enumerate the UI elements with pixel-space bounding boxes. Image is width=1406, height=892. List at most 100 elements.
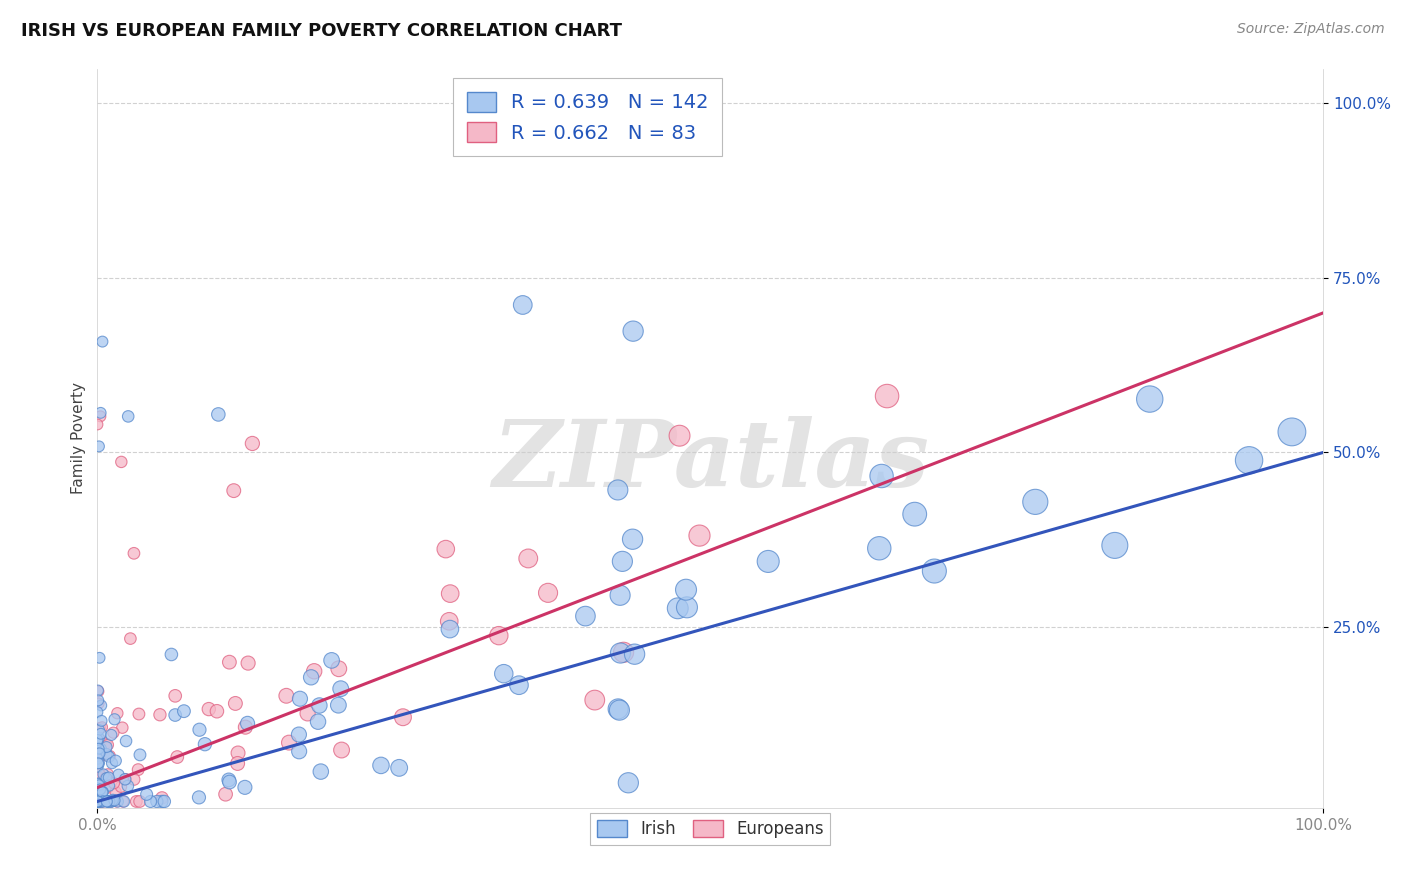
Point — [924, 564, 946, 578]
Point — [150, 790, 173, 805]
Text: Source: ZipAtlas.com: Source: ZipAtlas.com — [1237, 22, 1385, 37]
Point — [93, 747, 115, 761]
Point — [87, 795, 110, 809]
Point — [100, 795, 122, 809]
Point — [240, 436, 263, 450]
Point — [583, 693, 606, 707]
Point — [89, 795, 111, 809]
Point — [89, 795, 111, 809]
Point — [89, 747, 111, 761]
Point — [328, 662, 350, 676]
Point — [86, 705, 108, 719]
Point — [86, 781, 108, 796]
Point — [236, 716, 259, 731]
Point — [87, 756, 110, 771]
Point — [218, 772, 240, 787]
Point — [87, 795, 110, 809]
Point — [173, 704, 195, 718]
Point — [93, 795, 115, 809]
Point — [103, 725, 125, 739]
Point — [112, 795, 135, 809]
Point — [226, 756, 249, 771]
Point — [218, 655, 240, 669]
Point — [103, 793, 125, 807]
Point — [235, 720, 257, 734]
Point — [96, 795, 118, 809]
Point — [236, 656, 259, 670]
Point — [101, 756, 124, 771]
Point — [330, 743, 353, 757]
Point — [94, 772, 117, 786]
Point — [868, 541, 890, 556]
Point — [96, 795, 118, 809]
Point — [86, 417, 108, 432]
Point — [904, 507, 927, 521]
Point — [129, 747, 152, 762]
Point — [321, 653, 343, 667]
Point — [160, 648, 183, 662]
Point — [104, 785, 127, 799]
Point — [756, 554, 779, 568]
Point — [90, 734, 112, 748]
Point — [93, 795, 115, 809]
Point — [89, 782, 111, 797]
Point — [90, 793, 112, 807]
Point — [128, 795, 150, 809]
Point — [666, 601, 689, 615]
Point — [91, 785, 114, 799]
Point — [574, 609, 596, 624]
Point — [198, 702, 221, 716]
Point — [89, 767, 111, 781]
Point — [87, 795, 110, 809]
Point — [214, 787, 236, 801]
Point — [90, 795, 112, 809]
Point — [86, 771, 108, 785]
Point — [1024, 495, 1046, 509]
Point — [100, 728, 122, 742]
Point — [218, 775, 240, 789]
Point — [90, 795, 112, 809]
Point — [188, 723, 211, 737]
Point — [98, 749, 121, 764]
Point — [87, 741, 110, 756]
Point — [86, 795, 108, 809]
Point — [97, 780, 120, 795]
Point — [165, 689, 187, 703]
Point — [87, 683, 110, 698]
Point — [107, 795, 129, 809]
Point — [675, 582, 697, 597]
Point — [120, 632, 142, 646]
Point — [870, 469, 893, 483]
Point — [329, 681, 352, 696]
Point — [97, 795, 120, 809]
Point — [90, 795, 112, 809]
Point — [89, 750, 111, 764]
Point — [87, 770, 110, 784]
Point — [153, 795, 176, 809]
Point — [87, 776, 110, 790]
Point — [308, 698, 330, 713]
Point — [86, 748, 108, 763]
Point — [89, 795, 111, 809]
Point — [288, 744, 311, 758]
Point — [166, 750, 188, 764]
Point — [101, 793, 124, 807]
Point — [97, 795, 120, 809]
Point — [115, 734, 138, 748]
Legend: Irish, Europeans: Irish, Europeans — [591, 813, 831, 845]
Point — [89, 650, 111, 665]
Y-axis label: Family Poverty: Family Poverty — [72, 383, 86, 494]
Point — [150, 795, 173, 809]
Point — [127, 763, 149, 777]
Point — [89, 778, 111, 792]
Point — [439, 622, 461, 636]
Point — [621, 533, 644, 547]
Point — [90, 748, 112, 763]
Point — [87, 697, 110, 711]
Point — [90, 406, 112, 420]
Point — [1139, 392, 1161, 406]
Point — [86, 732, 108, 747]
Point — [139, 795, 162, 809]
Point — [110, 455, 132, 469]
Point — [87, 760, 110, 774]
